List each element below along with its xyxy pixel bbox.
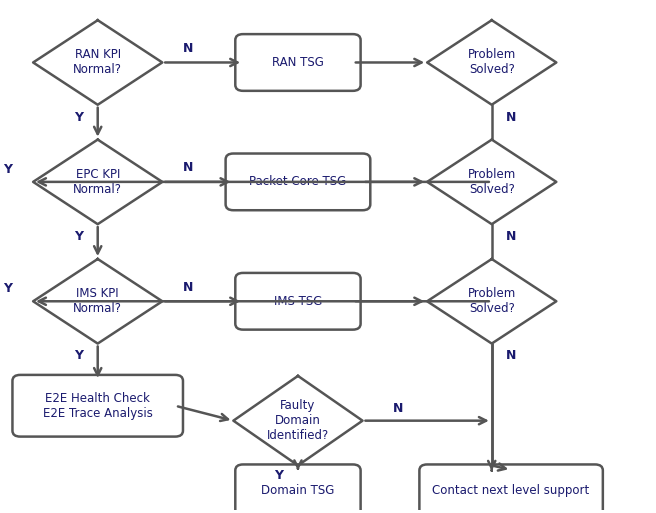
FancyBboxPatch shape	[236, 464, 361, 513]
Text: N: N	[506, 111, 516, 124]
Text: N: N	[506, 230, 516, 243]
Text: Problem
Solved?: Problem Solved?	[468, 287, 516, 315]
Text: Y: Y	[74, 349, 83, 363]
Text: IMS TSG: IMS TSG	[274, 295, 322, 308]
Text: Contact next level support: Contact next level support	[432, 484, 590, 497]
Text: Y: Y	[74, 111, 83, 124]
Text: Y: Y	[3, 163, 12, 176]
FancyBboxPatch shape	[226, 153, 370, 210]
Polygon shape	[427, 20, 556, 105]
Polygon shape	[427, 259, 556, 344]
Text: IMS KPI
Normal?: IMS KPI Normal?	[73, 287, 122, 315]
Text: Y: Y	[3, 282, 12, 295]
Text: Packet Core TSG: Packet Core TSG	[249, 175, 346, 188]
Text: Y: Y	[274, 469, 283, 482]
Text: Domain TSG: Domain TSG	[261, 484, 335, 497]
FancyBboxPatch shape	[236, 273, 361, 330]
Text: RAN KPI
Normal?: RAN KPI Normal?	[73, 48, 122, 76]
Polygon shape	[33, 140, 162, 224]
Text: Problem
Solved?: Problem Solved?	[468, 48, 516, 76]
Text: Problem
Solved?: Problem Solved?	[468, 168, 516, 196]
Text: E2E Health Check
E2E Trace Analysis: E2E Health Check E2E Trace Analysis	[43, 392, 153, 420]
Text: N: N	[183, 281, 194, 294]
Polygon shape	[234, 376, 363, 465]
FancyBboxPatch shape	[419, 464, 603, 513]
Text: Faulty
Domain
Identified?: Faulty Domain Identified?	[267, 399, 329, 442]
Text: N: N	[393, 402, 403, 415]
Polygon shape	[33, 259, 162, 344]
Text: N: N	[506, 349, 516, 363]
FancyBboxPatch shape	[236, 34, 361, 91]
Text: EPC KPI
Normal?: EPC KPI Normal?	[73, 168, 122, 196]
Text: Y: Y	[74, 230, 83, 243]
Text: N: N	[183, 42, 194, 55]
FancyBboxPatch shape	[12, 375, 183, 437]
Polygon shape	[427, 140, 556, 224]
Text: N: N	[183, 162, 194, 174]
Polygon shape	[33, 20, 162, 105]
Text: RAN TSG: RAN TSG	[272, 56, 324, 69]
